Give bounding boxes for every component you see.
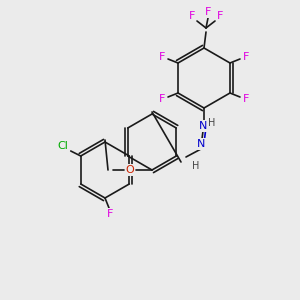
- Text: N: N: [199, 121, 207, 131]
- Text: F: F: [205, 7, 211, 17]
- Text: F: F: [159, 52, 165, 62]
- Text: F: F: [243, 94, 249, 104]
- Text: F: F: [107, 209, 113, 219]
- Text: H: H: [192, 161, 200, 171]
- Text: F: F: [243, 52, 249, 62]
- Text: F: F: [189, 11, 195, 21]
- Text: N: N: [197, 139, 205, 149]
- Text: O: O: [126, 165, 134, 175]
- Text: H: H: [208, 118, 216, 128]
- Text: F: F: [159, 94, 165, 104]
- Text: Cl: Cl: [57, 141, 68, 151]
- Text: F: F: [217, 11, 223, 21]
